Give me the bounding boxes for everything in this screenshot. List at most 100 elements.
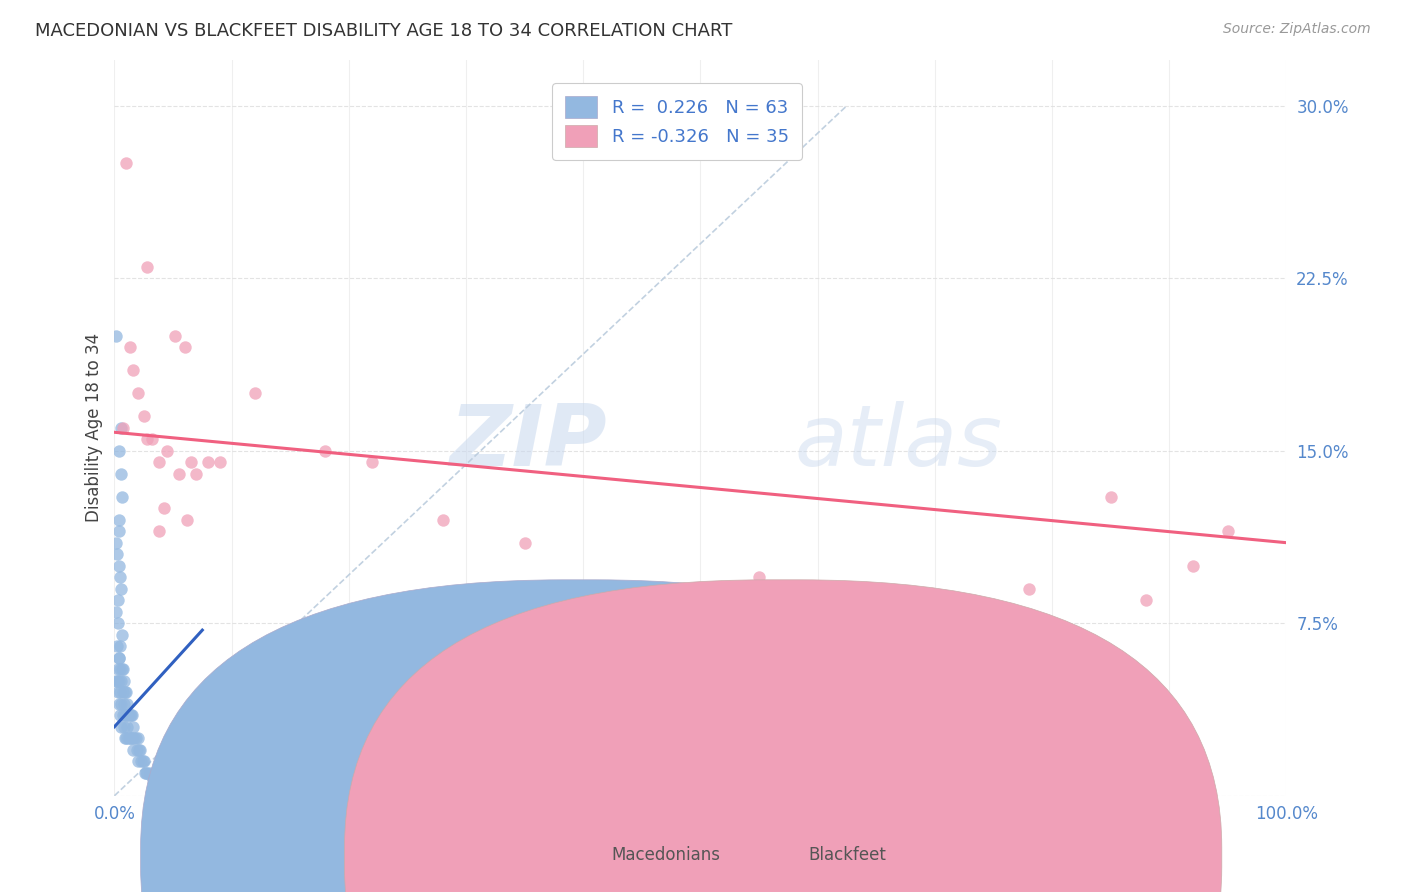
Point: [127, 731, 149, 746]
Point: [128, 743, 150, 757]
Point: [173, 781, 195, 796]
Point: [108, 673, 131, 688]
Point: [105, 639, 128, 653]
Legend: R =  0.226   N = 63, R = -0.326   N = 35: R = 0.226 N = 63, R = -0.326 N = 35: [553, 83, 801, 160]
Point: [132, 409, 155, 424]
Text: atlas: atlas: [794, 401, 1002, 483]
Point: [110, 708, 132, 723]
Point: [124, 731, 146, 746]
Point: [122, 363, 145, 377]
Point: [197, 455, 219, 469]
Point: [127, 386, 149, 401]
Point: [191, 787, 214, 801]
Point: [105, 535, 128, 549]
Point: [120, 708, 142, 723]
Point: [111, 708, 134, 723]
Point: [107, 443, 129, 458]
Point: [145, 770, 167, 784]
Text: ZIP: ZIP: [449, 401, 606, 483]
Point: [118, 708, 141, 723]
Point: [117, 708, 139, 723]
Point: [125, 743, 148, 757]
Point: [117, 697, 139, 711]
Point: [107, 685, 129, 699]
Point: [314, 443, 336, 458]
Point: [132, 754, 155, 768]
Point: [948, 593, 970, 607]
Point: [112, 697, 135, 711]
Point: [135, 765, 157, 780]
Point: [110, 467, 132, 481]
Point: [180, 455, 202, 469]
Point: [1181, 558, 1204, 573]
Point: [121, 731, 143, 746]
Point: [105, 673, 128, 688]
Point: [112, 673, 135, 688]
Point: [129, 743, 152, 757]
Point: [148, 775, 170, 789]
Point: [157, 777, 180, 791]
Text: Blackfeet: Blackfeet: [808, 846, 886, 863]
Point: [105, 605, 128, 619]
Point: [115, 731, 138, 746]
Point: [110, 662, 132, 676]
Point: [432, 513, 454, 527]
Point: [136, 260, 159, 274]
Point: [105, 328, 128, 343]
Text: Source: ZipAtlas.com: Source: ZipAtlas.com: [1223, 22, 1371, 37]
Point: [111, 628, 134, 642]
Point: [114, 731, 136, 746]
Point: [122, 743, 145, 757]
Point: [108, 558, 131, 573]
Point: [110, 582, 132, 596]
Y-axis label: Disability Age 18 to 34: Disability Age 18 to 34: [86, 333, 103, 522]
Point: [513, 535, 536, 549]
Point: [186, 467, 208, 481]
Point: [114, 685, 136, 699]
Point: [110, 720, 132, 734]
Point: [110, 685, 132, 699]
Point: [111, 662, 134, 676]
Point: [110, 639, 132, 653]
Point: [111, 420, 134, 434]
Point: [115, 708, 138, 723]
Point: [115, 685, 138, 699]
Point: [1099, 490, 1122, 504]
Point: [108, 513, 131, 527]
Point: [117, 720, 139, 734]
Point: [153, 777, 176, 791]
Point: [107, 650, 129, 665]
Point: [134, 765, 156, 780]
Point: [112, 720, 135, 734]
Point: [186, 784, 208, 798]
Point: [127, 754, 149, 768]
Point: [108, 650, 131, 665]
Point: [595, 582, 617, 596]
Point: [110, 570, 132, 584]
Point: [131, 754, 153, 768]
Point: [124, 731, 146, 746]
Point: [148, 524, 170, 539]
Point: [104, 673, 127, 688]
Point: [167, 467, 190, 481]
Point: [148, 455, 170, 469]
Point: [110, 697, 132, 711]
Point: [107, 616, 129, 631]
Point: [136, 765, 159, 780]
Point: [165, 328, 187, 343]
Point: [107, 593, 129, 607]
Point: [243, 386, 266, 401]
Point: [152, 501, 174, 516]
Point: [141, 770, 163, 784]
Point: [108, 697, 131, 711]
Point: [1216, 524, 1239, 539]
Point: [138, 765, 160, 780]
Point: [121, 708, 143, 723]
Point: [162, 780, 184, 794]
Point: [180, 784, 202, 798]
Point: [208, 455, 231, 469]
Point: [131, 754, 153, 768]
Point: [108, 524, 131, 539]
Point: [748, 570, 770, 584]
Point: [1018, 582, 1040, 596]
